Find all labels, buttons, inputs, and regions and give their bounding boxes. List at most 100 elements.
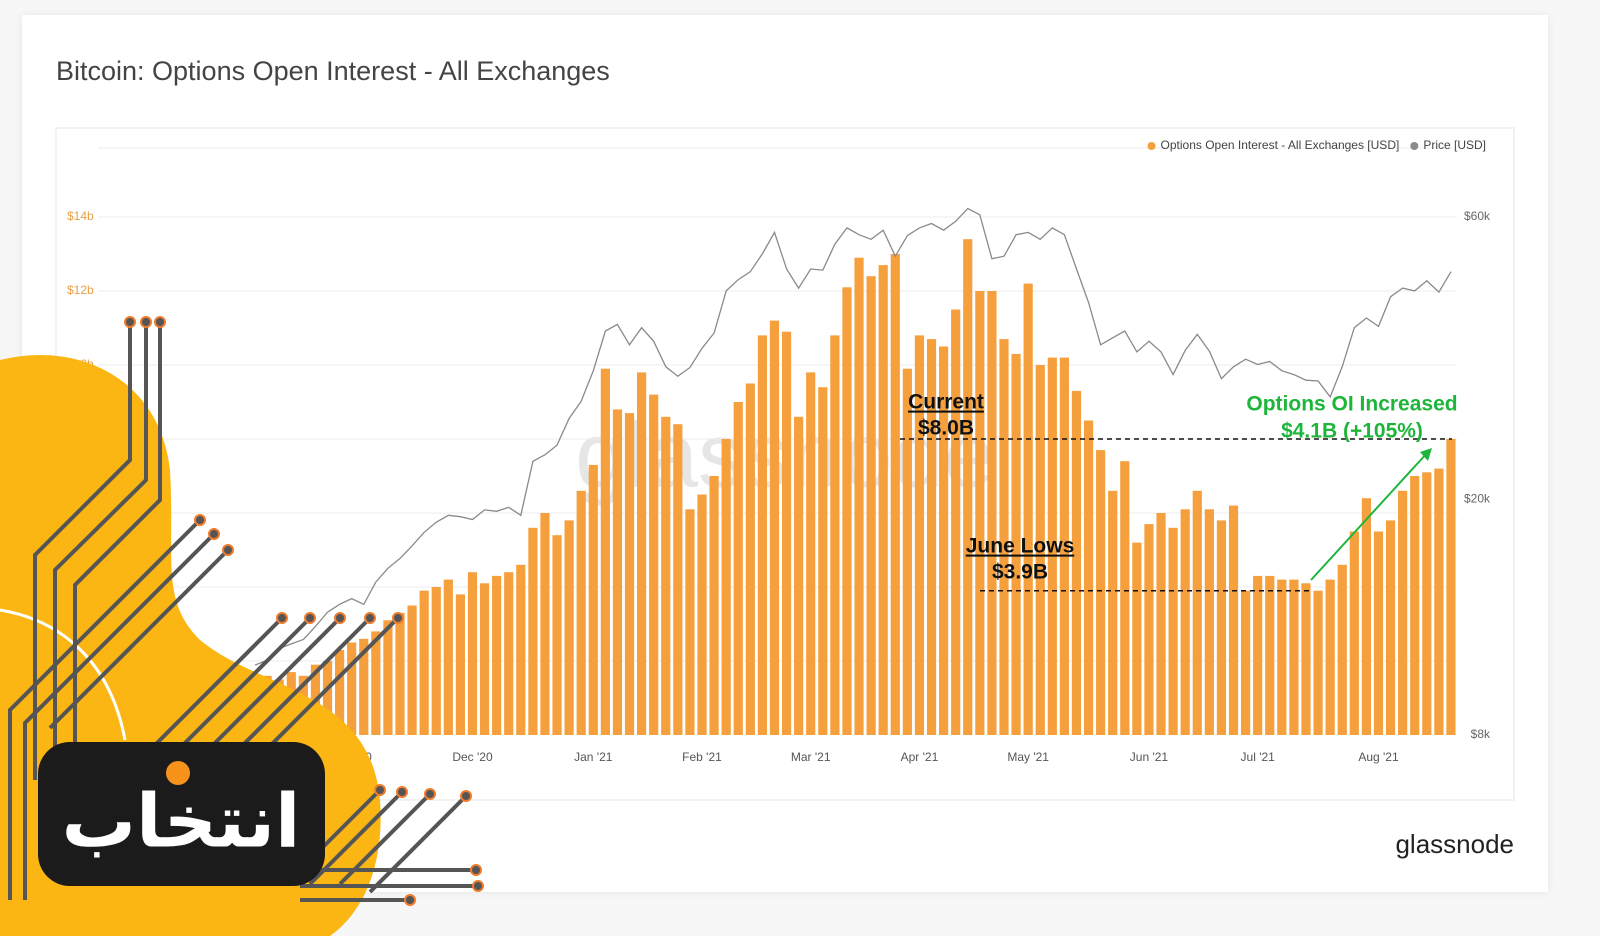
bar <box>697 494 707 735</box>
bar <box>516 564 526 735</box>
bar <box>951 309 961 735</box>
bar <box>347 642 357 735</box>
bar <box>902 368 912 735</box>
chart-title: Bitcoin: Options Open Interest - All Exc… <box>56 56 610 86</box>
bar <box>1434 468 1444 735</box>
y-tick-label: $14b <box>67 209 94 223</box>
bar <box>1120 461 1130 735</box>
annotation-label: June Lows <box>966 535 1075 558</box>
bar <box>1422 472 1432 735</box>
bar <box>661 416 671 735</box>
y-tick-label: $12b <box>67 283 94 297</box>
annotation-label: Current <box>908 391 984 414</box>
bar <box>322 661 333 735</box>
bar-series <box>250 239 1456 735</box>
bar <box>781 331 792 735</box>
bar <box>588 464 598 735</box>
blob-curve <box>0 608 127 741</box>
arrow-shaft <box>1310 451 1429 581</box>
bar <box>1035 365 1045 735</box>
bar <box>1361 498 1371 735</box>
bar <box>1023 283 1033 735</box>
bar <box>1216 520 1227 735</box>
bar <box>1337 564 1347 735</box>
bar <box>1192 490 1202 735</box>
legend-marker <box>1410 142 1419 150</box>
bar <box>1313 590 1323 735</box>
bar <box>1241 590 1251 735</box>
bar <box>1373 531 1384 735</box>
bar <box>1096 450 1106 735</box>
bar <box>1083 420 1094 735</box>
bar <box>1410 476 1420 735</box>
bar <box>1325 579 1335 735</box>
bar <box>649 394 659 735</box>
bar <box>455 594 465 735</box>
bar <box>528 527 538 735</box>
bar <box>878 265 888 735</box>
bar <box>1144 524 1154 735</box>
bar <box>685 509 695 735</box>
bar <box>1180 509 1190 735</box>
x-tick-label: Jun '21 <box>1130 750 1169 764</box>
bar <box>1253 575 1263 735</box>
bar <box>818 387 828 735</box>
annotation-value: $3.9B <box>992 561 1048 584</box>
annotation-value: $8.0B <box>918 417 974 440</box>
bar <box>926 339 937 735</box>
bar <box>890 254 900 735</box>
y2-tick-label: $8k <box>1471 727 1491 741</box>
bar <box>963 239 973 735</box>
bar <box>733 402 743 735</box>
arrow-head <box>1420 448 1432 461</box>
annotation-label: Options OI Increased <box>1246 393 1457 416</box>
bar <box>1385 520 1396 735</box>
bar <box>504 572 514 735</box>
bar <box>395 612 405 735</box>
brand-logo: glassnode <box>1395 829 1514 859</box>
bar <box>419 590 429 735</box>
bar <box>552 535 562 735</box>
circuit-dots <box>124 316 484 906</box>
bar <box>1132 542 1142 735</box>
bar <box>1398 490 1408 735</box>
bar <box>1265 575 1275 735</box>
x-tick-label: Jul '21 <box>1241 750 1276 764</box>
bar <box>721 439 731 735</box>
legend-marker <box>1147 142 1156 150</box>
bar <box>806 372 816 735</box>
bar <box>1277 579 1287 735</box>
bar <box>383 620 393 735</box>
x-tick-label: Mar '21 <box>791 750 831 764</box>
bar <box>637 372 647 735</box>
bar <box>794 416 804 735</box>
bar <box>1011 353 1021 735</box>
bar <box>830 335 840 735</box>
bar <box>407 605 417 735</box>
x-tick-label: Apr '21 <box>901 750 939 764</box>
bar <box>866 276 876 735</box>
bar <box>492 575 502 735</box>
x-tick-label: Aug '21 <box>1358 750 1399 764</box>
bar <box>479 583 490 735</box>
bar <box>709 476 719 735</box>
bar <box>624 413 635 735</box>
bar <box>1289 579 1299 735</box>
bar <box>987 291 997 735</box>
bar <box>999 339 1009 735</box>
bar <box>1108 490 1118 735</box>
bar <box>600 368 610 735</box>
bar <box>431 587 441 735</box>
bar <box>371 631 381 735</box>
bar <box>757 335 767 735</box>
bar <box>914 335 925 735</box>
x-tick-label: Feb '21 <box>682 750 722 764</box>
annotation-text: $4.1B (+105%) <box>1281 420 1423 443</box>
bar <box>854 257 864 735</box>
x-tick-label: May '21 <box>1007 750 1049 764</box>
bar <box>1168 527 1178 735</box>
price-line <box>254 207 1452 666</box>
bar <box>769 320 780 735</box>
